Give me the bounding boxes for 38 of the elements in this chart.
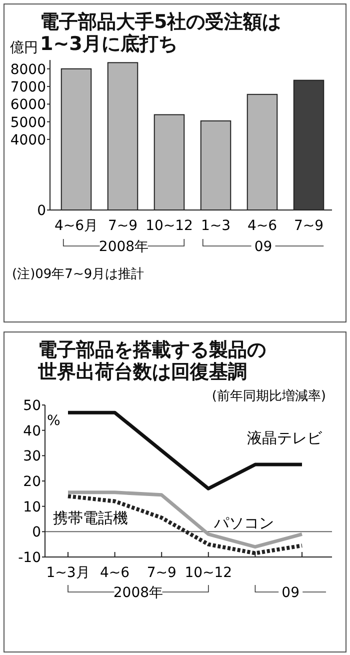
x-tick-label: 7~9 [108,218,138,234]
chart-title: 電子部品大手5社の受注額は1~3月に底打ち [40,11,282,55]
x-tick-label: 7~9 [146,565,176,581]
y-tick-label: 20 [23,474,41,490]
series-label: 携帯電話機 [53,508,128,527]
x-tick-label: 10~12 [184,565,232,581]
y-tick-label: 4000 [10,132,46,148]
series-label: パソコン [213,514,274,532]
x-tick-label: 4~6 [100,565,130,581]
y-axis-title: % [47,413,60,429]
y-axis-title: 億円 [10,40,38,56]
text: 2008年 [98,239,149,255]
y-tick-label: -10 [18,550,41,566]
line-series [66,490,304,549]
x-tick-label: 4~6月 [54,218,98,234]
x-tick-label: 7~9 [294,218,324,234]
text: 2008年 [113,585,164,601]
text: 09 [282,585,300,601]
y-tick-label: 10 [23,499,41,516]
y-tick-label: 8000 [10,62,46,78]
chart-subtitle: (前年同期比増減率) [212,388,326,404]
line-series [66,410,304,490]
text: 09 [254,239,272,255]
y-tick-label: 30 [23,448,41,465]
y-tick-label: 0 [37,203,46,219]
x-tick-label: 4~6 [247,218,278,234]
x-tick-label: 1~3 [200,218,231,234]
y-tick-label: 6000 [10,97,46,114]
y-tick-label: 50 [23,398,41,414]
series-label: 液晶テレビ [247,429,324,447]
y-tick-label: 0 [32,524,41,541]
y-tick-label: 5000 [10,114,46,131]
y-tick-label: 40 [23,423,41,440]
x-tick-label: 1~3月 [46,565,90,581]
chart-title: 電子部品を搭載する製品の世界出荷台数は回復基調 [37,339,266,383]
x-tick-label: 10~12 [146,218,193,234]
y-tick-label: 7000 [10,79,46,96]
text: (注)09年7~9月は推計 [12,267,144,282]
